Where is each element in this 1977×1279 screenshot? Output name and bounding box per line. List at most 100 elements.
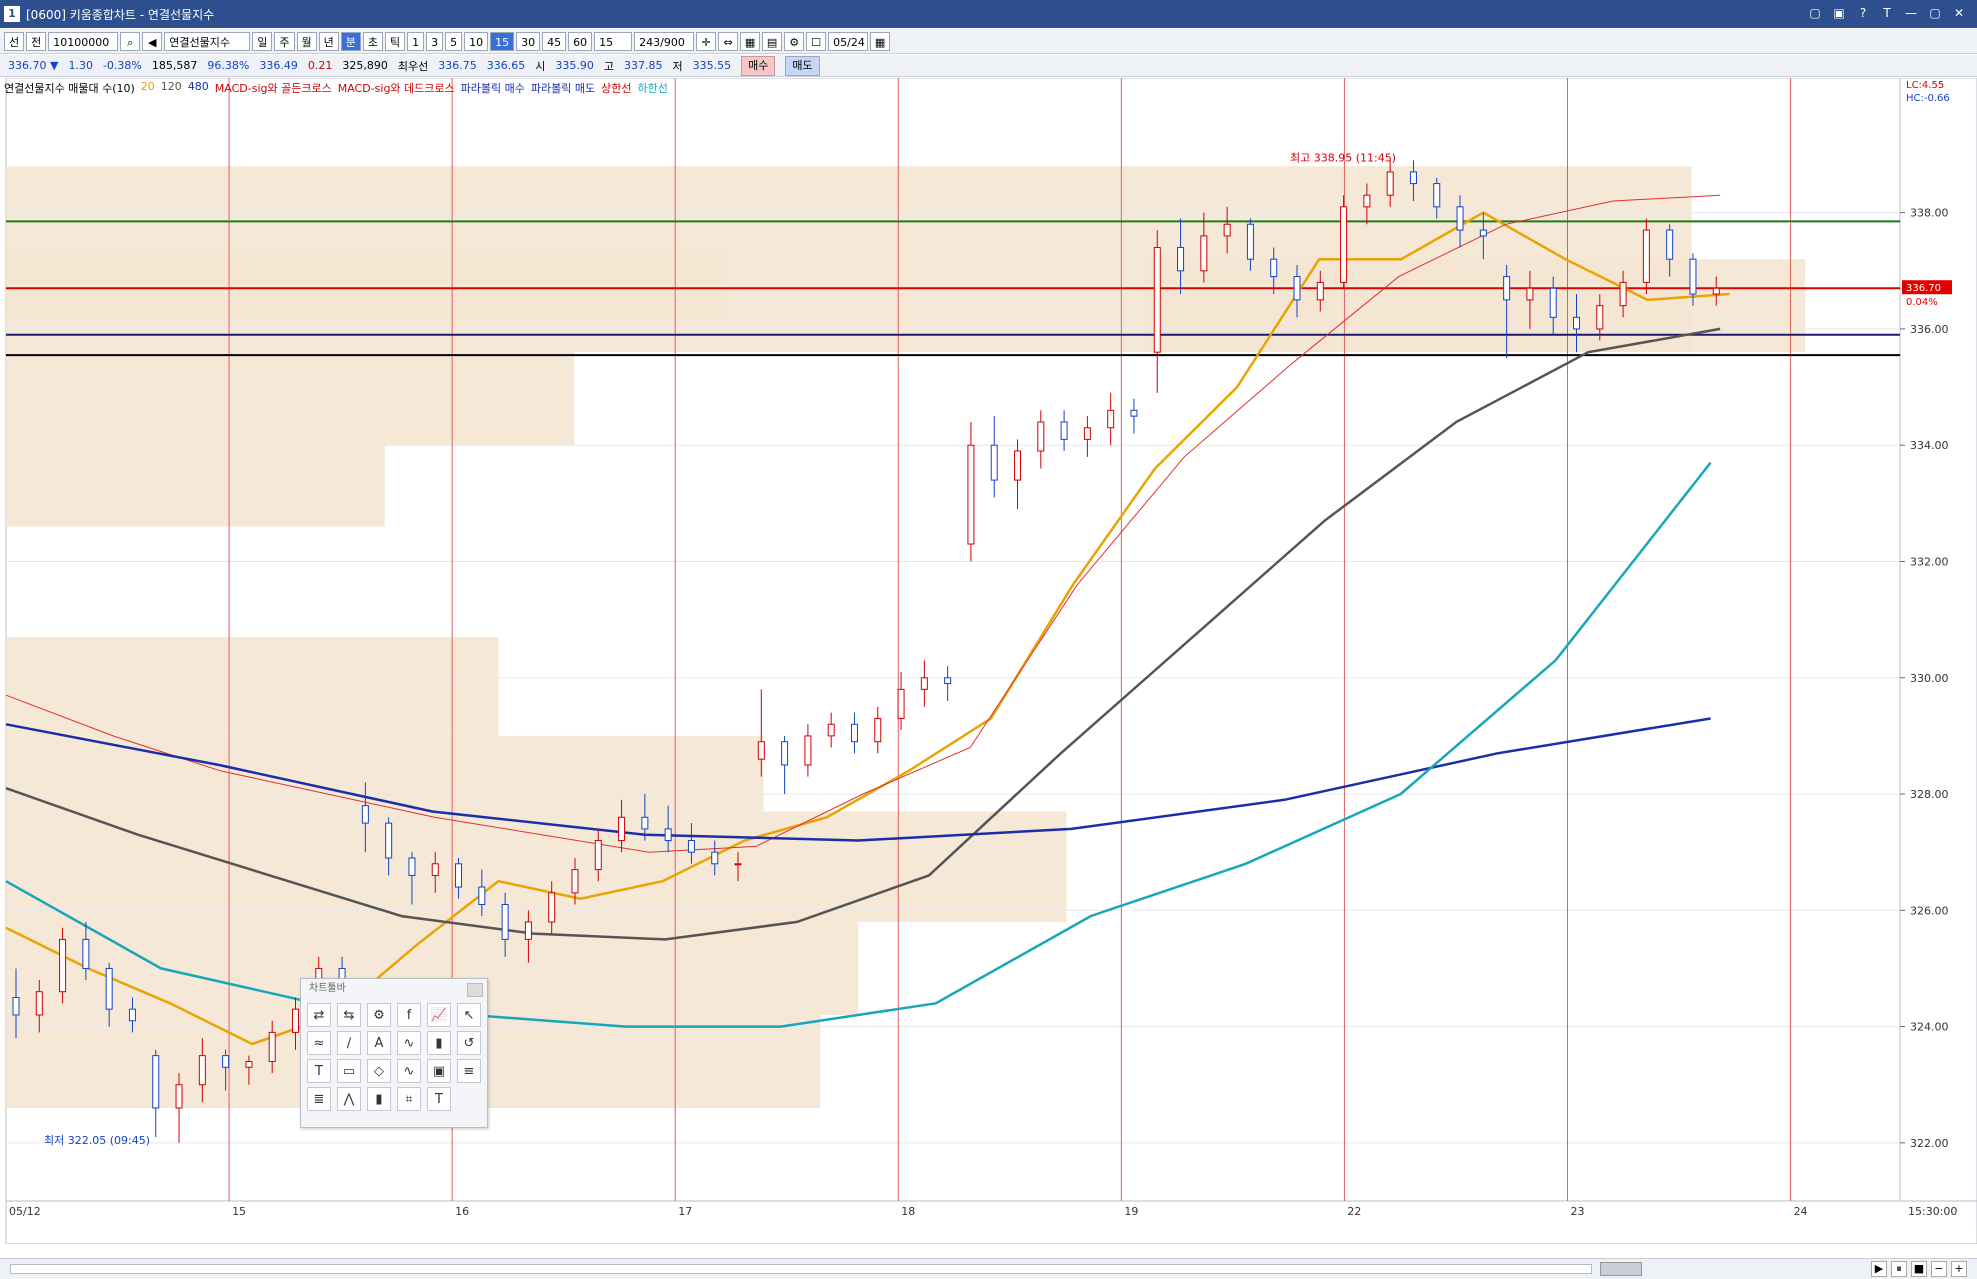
tool-icon-11[interactable]: ↺ (457, 1031, 481, 1055)
settings-icon[interactable]: ⚙ (784, 31, 805, 51)
window-link-icon[interactable]: ▢ (1809, 6, 1821, 20)
cross-icon[interactable]: ✛ (696, 31, 717, 51)
zoom-in-icon[interactable]: + (1951, 1261, 1967, 1277)
candle-body-41 (967, 444, 975, 545)
legend-parabolic-sell[interactable]: 파라볼릭 매도 (530, 82, 596, 95)
interval-1[interactable]: 1 (407, 31, 425, 51)
chart-toolbar: 선 전 10100000 ⌕ ◀ 연결선물지수 일 주 월 년 분 초 틱 1 … (0, 29, 1977, 54)
candle-body-58 (1363, 194, 1371, 208)
checkbox-icon[interactable]: ☐ (806, 31, 827, 51)
legend-macd-golden[interactable]: MACD-sig와 골든크로스 (214, 82, 332, 95)
period-second[interactable]: 초 (362, 31, 383, 51)
price-change: 1.30 (68, 59, 93, 72)
window-copy-icon[interactable]: ▣ (1833, 6, 1845, 20)
legend-parabolic-buy[interactable]: 파라볼릭 매수 (460, 82, 525, 95)
tool-icon-8[interactable]: A (367, 1031, 391, 1055)
tool-icon-15[interactable]: ∿ (397, 1059, 421, 1083)
tool-icon-13[interactable]: ▭ (337, 1059, 361, 1083)
tool-icon-0[interactable]: ⇄ (307, 1003, 331, 1027)
legend-ma20[interactable]: 20 (140, 80, 155, 93)
x-tick-label-0: 05/12 (9, 1205, 41, 1218)
tool-icon-5[interactable]: ↖ (457, 1003, 481, 1027)
buy-button[interactable]: 매수 (741, 55, 776, 76)
grid-icon[interactable]: ▦ (740, 31, 761, 51)
scroll-track[interactable] (10, 1264, 1592, 1274)
tool-icon-6[interactable]: ≈ (307, 1031, 331, 1055)
chart-type-select[interactable]: 선 (4, 31, 25, 51)
legend-lower[interactable]: 하한선 (637, 82, 668, 95)
candle-body-57 (1340, 206, 1348, 283)
interval-45[interactable]: 45 (542, 31, 567, 51)
tool-icon-7[interactable]: ∕ (337, 1031, 361, 1055)
pause-icon[interactable]: ⏸ (1891, 1261, 1907, 1277)
count-display[interactable]: 243/900 (634, 31, 695, 51)
price-chart[interactable]: 338.00 336.00 334.00 332.00 330.00 328.00 326.… (0, 78, 1977, 1244)
sound-icon[interactable]: ◀ (142, 31, 163, 51)
toolbox-title[interactable]: 차트툴바 (301, 979, 487, 999)
interval-5[interactable]: 5 (445, 31, 463, 51)
candle-body-23 (548, 892, 556, 923)
interval-30[interactable]: 30 (516, 31, 541, 51)
x-tick-label-1: 15 (232, 1205, 246, 1218)
legend-ma120[interactable]: 120 (160, 80, 182, 93)
sell-button[interactable]: 매도 (785, 55, 820, 76)
font-icon[interactable]: T (1883, 6, 1891, 20)
period-month[interactable]: 월 (296, 31, 317, 51)
interval-10[interactable]: 10 (464, 31, 489, 51)
tool-icon-16[interactable]: ▣ (427, 1059, 451, 1083)
legend-volume-profile[interactable]: 연결선물지수 매물대 수(10) (4, 82, 135, 95)
candle-body-11 (268, 1031, 276, 1062)
tool-icon-14[interactable]: ◇ (367, 1059, 391, 1083)
save-icon[interactable]: ▤ (762, 31, 783, 51)
legend-upper[interactable]: 상한선 (601, 82, 632, 95)
close-icon[interactable]: ✕ (1953, 6, 1965, 20)
tool-icon-18[interactable]: ≣ (307, 1087, 331, 1111)
interval-15[interactable]: 15 (490, 31, 515, 51)
y-tick-label-4: 330.00 (1910, 672, 1949, 685)
y-tick-label-7: 324.00 (1910, 1021, 1949, 1034)
stop-icon[interactable]: ■ (1911, 1261, 1927, 1277)
period-day[interactable]: 일 (252, 31, 273, 51)
play-icon[interactable]: ▶ (1871, 1261, 1887, 1277)
toolbox-close-icon[interactable] (467, 983, 483, 997)
period-minute[interactable]: 분 (340, 31, 361, 51)
calendar-icon[interactable]: ▦ (870, 31, 891, 51)
low-label: 저 (672, 59, 683, 73)
interval-60[interactable]: 60 (568, 31, 593, 51)
ruler-icon[interactable]: ⇔ (718, 31, 739, 51)
tool-icon-2[interactable]: ⚙ (367, 1003, 391, 1027)
legend-macd-dead[interactable]: MACD-sig와 데드크로스 (337, 82, 455, 95)
candle-body-24 (571, 869, 579, 894)
tool-icon-4[interactable]: 📈 (427, 1003, 451, 1027)
tool-icon-17[interactable]: ≡ (457, 1059, 481, 1083)
interval-3[interactable]: 3 (426, 31, 444, 51)
period-week[interactable]: 주 (274, 31, 295, 51)
tool-icon-1[interactable]: ⇆ (337, 1003, 361, 1027)
series-line-upper (5, 717, 1711, 842)
interval-select[interactable]: 15 (594, 31, 633, 51)
prev-button[interactable]: 전 (26, 31, 47, 51)
tool-icon-22[interactable]: T (427, 1087, 451, 1111)
search-icon[interactable]: ⌕ (120, 31, 141, 51)
candle-body-6 (152, 1055, 160, 1109)
candle-body-47 (1107, 409, 1115, 429)
help-icon[interactable]: ? (1859, 6, 1867, 20)
x-tick-label-8: 24 (1794, 1205, 1808, 1218)
date-input[interactable]: 05/24 (828, 31, 869, 51)
legend-ma480[interactable]: 480 (187, 80, 209, 93)
maximize-icon[interactable]: ▢ (1929, 6, 1941, 20)
minimize-icon[interactable]: — (1905, 6, 1917, 20)
candle-body-31 (734, 863, 742, 866)
tool-icon-10[interactable]: ▮ (427, 1031, 451, 1055)
tool-icon-21[interactable]: ⌗ (397, 1087, 421, 1111)
period-tick[interactable]: 틱 (385, 31, 406, 51)
code-input[interactable]: 10100000 (48, 31, 119, 51)
tool-icon-19[interactable]: ⋀ (337, 1087, 361, 1111)
scroll-thumb[interactable] (1600, 1262, 1642, 1276)
tool-icon-9[interactable]: ∿ (397, 1031, 421, 1055)
period-year[interactable]: 년 (318, 31, 339, 51)
tool-icon-20[interactable]: ▮ (367, 1087, 391, 1111)
zoom-out-icon[interactable]: − (1931, 1261, 1947, 1277)
tool-icon-12[interactable]: T (307, 1059, 331, 1083)
tool-icon-3[interactable]: f (397, 1003, 421, 1027)
